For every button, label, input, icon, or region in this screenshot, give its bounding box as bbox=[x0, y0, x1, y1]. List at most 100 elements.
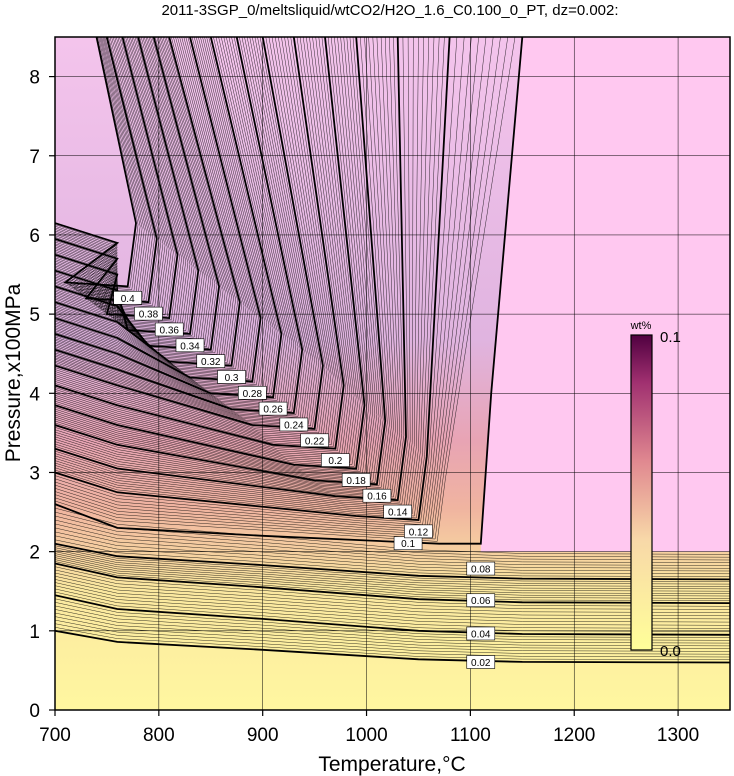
contour-line-minor bbox=[55, 527, 730, 569]
contour-line-minor bbox=[55, 37, 458, 523]
y-tick-label: 5 bbox=[29, 305, 40, 326]
contour-line-minor bbox=[55, 37, 401, 496]
contour-line-minor bbox=[55, 37, 166, 309]
contour-line-minor bbox=[55, 37, 168, 311]
contour-label-text: 0.16 bbox=[367, 492, 387, 503]
y-tick-label: 2 bbox=[29, 543, 40, 564]
contour-line-minor bbox=[55, 37, 149, 297]
contour-line-minor bbox=[55, 37, 251, 374]
contour-line-minor bbox=[55, 37, 293, 406]
contour-label-box bbox=[134, 306, 163, 321]
contour-line-minor bbox=[55, 37, 153, 300]
contour-label-box bbox=[300, 433, 329, 448]
contour-line-minor bbox=[55, 37, 311, 420]
contour-label: 0.24 bbox=[279, 417, 309, 431]
x-tick-label: 1200 bbox=[553, 725, 595, 746]
contour-label-text: 0.3 bbox=[225, 373, 239, 384]
contour-line-minor bbox=[55, 37, 272, 390]
contour-line-minor bbox=[55, 549, 730, 587]
contour-label-text: 0.38 bbox=[139, 310, 159, 321]
contour-label: 0.28 bbox=[238, 385, 267, 400]
contour-line-minor bbox=[55, 37, 394, 491]
y-tick-label: 7 bbox=[29, 147, 40, 168]
contour-label-text: 0.06 bbox=[471, 596, 491, 607]
contour-line-minor bbox=[55, 37, 205, 339]
contour-line-minor bbox=[55, 569, 730, 610]
x-tick-label: 800 bbox=[143, 725, 175, 746]
contour-line-minor bbox=[55, 37, 338, 444]
contour-line-minor bbox=[55, 623, 730, 658]
contour-line-minor bbox=[55, 37, 276, 393]
contour-line-minor bbox=[55, 609, 730, 647]
contour-label-text: 0.36 bbox=[159, 325, 179, 336]
y-tick-label: 4 bbox=[29, 384, 40, 405]
contour-label: 0.18 bbox=[341, 473, 371, 487]
contour-line-minor bbox=[55, 511, 730, 558]
contour-line-minor bbox=[55, 37, 141, 290]
contour-line-minor bbox=[55, 619, 730, 655]
contour-line-minor bbox=[55, 37, 274, 392]
contour-label-text: 0.02 bbox=[471, 658, 491, 669]
contour-line-major bbox=[55, 542, 730, 581]
contour-line-minor bbox=[55, 37, 143, 292]
y-axis-label: Pressure,x100MPa bbox=[2, 283, 25, 462]
contour-line-minor bbox=[55, 37, 147, 295]
contour-line-minor bbox=[55, 37, 392, 490]
contour-line-minor bbox=[55, 37, 440, 517]
contour-line-minor bbox=[55, 37, 315, 423]
contour-label: 0.08 bbox=[466, 561, 496, 576]
contour-label-text: 0.24 bbox=[284, 420, 304, 431]
contour-label-box bbox=[466, 626, 496, 641]
contour-label: 0.14 bbox=[383, 504, 412, 519]
contour-line-minor bbox=[55, 37, 257, 379]
contour-line-minor bbox=[55, 37, 247, 371]
contour-line-minor bbox=[55, 579, 730, 620]
contour-label: 0.38 bbox=[134, 306, 163, 321]
contour-line-minor bbox=[55, 37, 228, 357]
contour-line-minor bbox=[55, 37, 472, 528]
contour-line-minor bbox=[55, 37, 371, 474]
contour-line-minor bbox=[55, 37, 419, 509]
contour-line-minor bbox=[55, 37, 429, 513]
contour-line-minor bbox=[55, 616, 730, 652]
contour-line-minor bbox=[55, 37, 164, 308]
contour-line-minor bbox=[55, 598, 730, 638]
x-tick-label: 1300 bbox=[657, 725, 699, 746]
colorbar-scale bbox=[630, 334, 653, 651]
contour-line-minor bbox=[55, 37, 336, 442]
contour-line-minor bbox=[55, 37, 479, 530]
contour-line-minor bbox=[55, 37, 255, 377]
contour-label-box bbox=[341, 473, 371, 487]
contour-line-minor bbox=[55, 37, 270, 389]
contour-line-minor bbox=[55, 547, 730, 585]
y-tick-label: 3 bbox=[29, 463, 40, 484]
y-tick-label: 0 bbox=[29, 701, 40, 722]
contour-line-minor bbox=[55, 566, 730, 607]
contour-line-minor bbox=[55, 539, 730, 577]
contour-label: 0.4 bbox=[113, 290, 142, 305]
contour-line-minor bbox=[55, 37, 424, 511]
contour-line-minor bbox=[55, 37, 309, 419]
contour-line-minor bbox=[55, 572, 730, 613]
x-tick-label: 1000 bbox=[345, 725, 387, 746]
contour-line-minor bbox=[55, 37, 297, 409]
contour-label-box bbox=[466, 655, 496, 669]
contour-line-minor bbox=[55, 612, 730, 649]
contour-line-minor bbox=[55, 37, 361, 465]
chart-title: 2011-3SGP_0/meltsliquid/wtCO2/H2O_1.6_C0… bbox=[161, 2, 618, 19]
colorbar-max-label: 0.1 bbox=[660, 329, 681, 346]
contour-line-minor bbox=[55, 37, 355, 459]
contour-label-box bbox=[258, 401, 288, 416]
contour-label-box bbox=[404, 524, 433, 539]
contour-line-minor bbox=[55, 37, 195, 331]
contour-line-minor bbox=[55, 37, 403, 498]
x-axis-label: Temperature,°C bbox=[318, 753, 465, 776]
saturated-region bbox=[480, 37, 730, 552]
contour-line-minor bbox=[55, 553, 730, 592]
contour-line-minor bbox=[55, 37, 367, 471]
contour-line-minor bbox=[55, 37, 494, 535]
contour-line-minor bbox=[55, 37, 313, 422]
contour-label-text: 0.14 bbox=[388, 508, 408, 519]
contour-label-box bbox=[466, 593, 496, 608]
